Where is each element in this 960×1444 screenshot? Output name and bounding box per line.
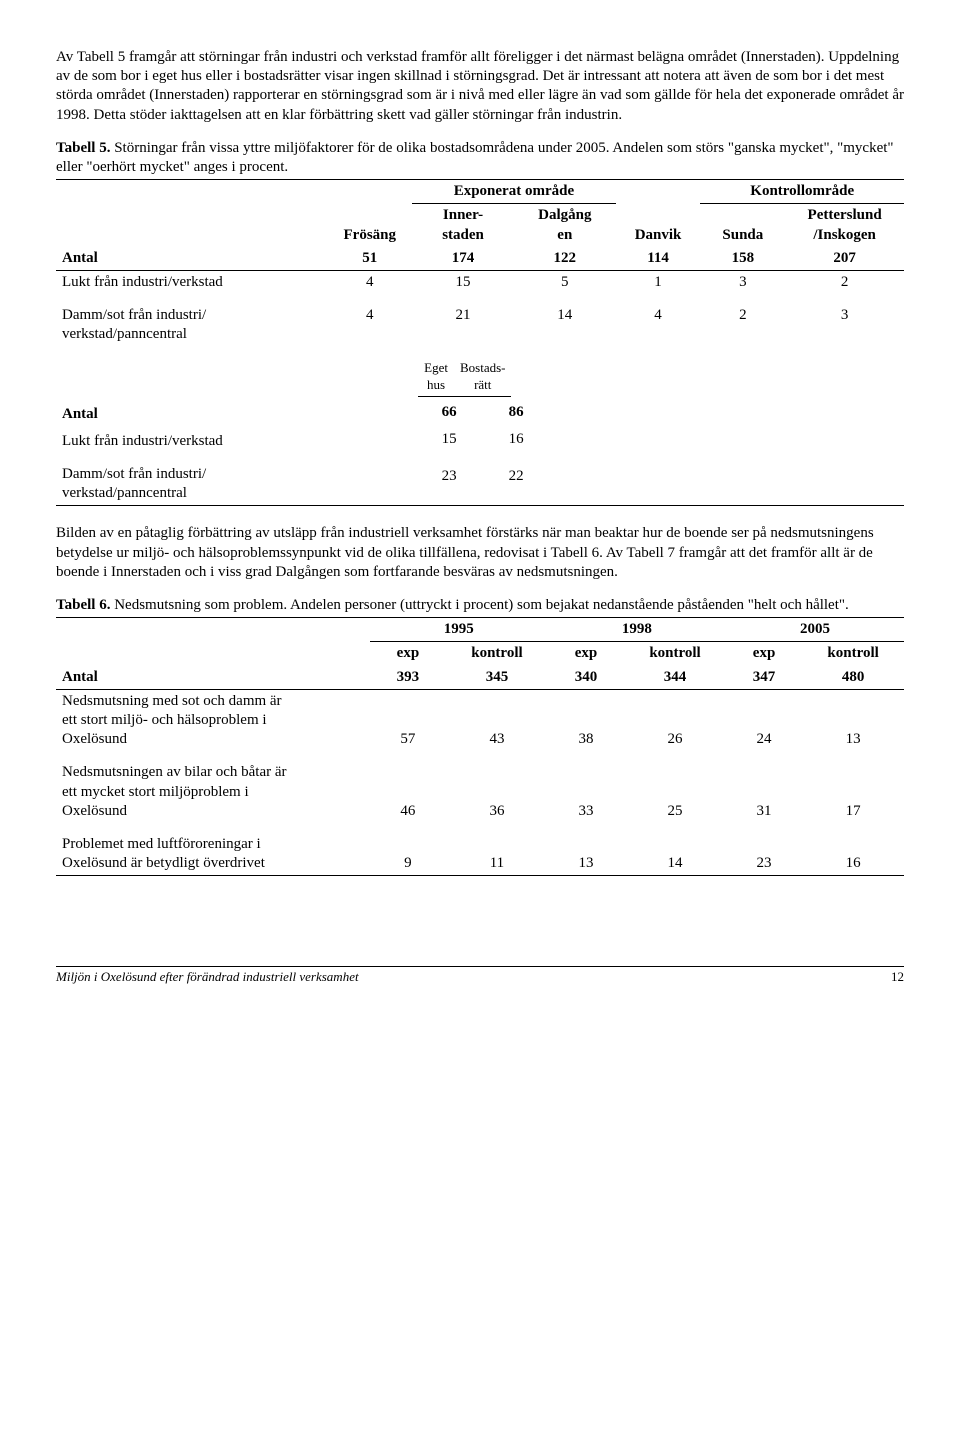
- table-cell: 33: [548, 761, 624, 823]
- row-label-lukt: Lukt från industri/verkstad: [56, 270, 327, 294]
- table-cell: 16: [480, 428, 552, 451]
- table-cell: 23: [726, 833, 802, 876]
- row-label-sot: Nedsmutsning med sot och damm är ett sto…: [56, 689, 370, 751]
- col-exp: exp: [548, 642, 624, 666]
- col-frosang: Frösäng: [327, 204, 412, 247]
- table-cell: 36: [446, 761, 548, 823]
- col-group-exponerat: Exponerat område: [412, 180, 616, 204]
- table5-subtable: Eget hus Bostads- rätt: [418, 358, 511, 396]
- table-cell: 393: [370, 666, 446, 690]
- table-cell: 4: [327, 270, 412, 294]
- col-danvik: Danvik: [616, 204, 701, 247]
- table-cell: 4: [327, 304, 412, 346]
- table-cell: 9: [370, 833, 446, 876]
- table6-caption-bold: Tabell 6.: [56, 597, 110, 613]
- table-cell: 21: [412, 304, 514, 346]
- table-cell: 15: [412, 270, 514, 294]
- page-number: 12: [891, 969, 904, 986]
- col-year-1995: 1995: [370, 618, 548, 642]
- table5: Exponerat område Kontrollområde Frösäng …: [56, 179, 904, 506]
- table6: 1995 1998 2005 exp kontroll exp kontroll…: [56, 617, 904, 876]
- row-label-damm: Damm/sot från industri/ verkstad/panncen…: [56, 304, 327, 346]
- table5-caption-bold: Tabell 5.: [56, 140, 110, 156]
- table-cell: 1: [616, 270, 701, 294]
- col-dalgangen: Dalgång en: [514, 204, 616, 247]
- table-cell: 43: [446, 689, 548, 751]
- table-cell: 158: [700, 247, 785, 271]
- table-cell: 14: [514, 304, 616, 346]
- table6-caption-text: Nedsmutsning som problem. Andelen person…: [110, 597, 848, 613]
- row-label-damm-sub: Damm/sot från industri/ verkstad/panncen…: [56, 463, 327, 506]
- table-cell: 3: [700, 270, 785, 294]
- table-cell: 122: [514, 247, 616, 271]
- col-exp: exp: [726, 642, 802, 666]
- table-cell: 2: [785, 270, 904, 294]
- col-year-2005: 2005: [726, 618, 904, 642]
- col-petterslund: Petterslund /Inskogen: [785, 204, 904, 247]
- col-kontroll: kontroll: [446, 642, 548, 666]
- table-cell: 46: [370, 761, 446, 823]
- table5-caption: Tabell 5. Störningar från vissa yttre mi…: [56, 139, 904, 177]
- table-cell: 345: [446, 666, 548, 690]
- antal-label: Antal: [56, 666, 370, 690]
- table-cell: 3: [785, 304, 904, 346]
- table-cell: 114: [616, 247, 701, 271]
- table-cell: 207: [785, 247, 904, 271]
- table-cell: 5: [514, 270, 616, 294]
- col-bostadsratt: Bostads- rätt: [454, 358, 512, 396]
- col-kontroll: kontroll: [624, 642, 726, 666]
- table-cell: 4: [616, 304, 701, 346]
- col-sunda: Sunda: [700, 204, 785, 247]
- table-cell: 340: [548, 666, 624, 690]
- row-label-overdrivet: Problemet med luftföroreningar i Oxelösu…: [56, 833, 370, 876]
- table-cell: 23: [418, 465, 480, 488]
- table-cell: 66: [418, 401, 480, 424]
- table-cell: 51: [327, 247, 412, 271]
- col-eget-hus: Eget hus: [418, 358, 454, 396]
- col-group-kontroll: Kontrollområde: [700, 180, 904, 204]
- table6-caption: Tabell 6. Nedsmutsning som problem. Ande…: [56, 596, 904, 615]
- mid-paragraph: Bilden av en påtaglig förbättring av uts…: [56, 524, 904, 582]
- col-kontroll: kontroll: [802, 642, 904, 666]
- antal-label: Antal: [56, 247, 327, 271]
- footer-title: Miljön i Oxelösund efter förändrad indus…: [56, 969, 359, 986]
- antal-label: Antal: [56, 399, 327, 426]
- row-label-lukt-sub: Lukt från industri/verkstad: [56, 426, 327, 453]
- table-cell: 344: [624, 666, 726, 690]
- table-cell: 57: [370, 689, 446, 751]
- table-cell: 15: [418, 428, 480, 451]
- table-cell: 13: [548, 833, 624, 876]
- table-cell: 11: [446, 833, 548, 876]
- row-label-bilar: Nedsmutsningen av bilar och båtar är ett…: [56, 761, 370, 823]
- table-cell: 480: [802, 666, 904, 690]
- table-cell: 25: [624, 761, 726, 823]
- table-cell: 26: [624, 689, 726, 751]
- table-cell: 16: [802, 833, 904, 876]
- table-cell: 17: [802, 761, 904, 823]
- subtable-antal: 66 86: [418, 401, 552, 424]
- table-cell: 86: [480, 401, 552, 424]
- table-cell: 38: [548, 689, 624, 751]
- table-cell: 24: [726, 689, 802, 751]
- table-cell: 2: [700, 304, 785, 346]
- col-innerstaden: Inner- staden: [412, 204, 514, 247]
- col-year-1998: 1998: [548, 618, 726, 642]
- table-cell: 22: [480, 465, 552, 488]
- table-cell: 31: [726, 761, 802, 823]
- page-footer: Miljön i Oxelösund efter förändrad indus…: [56, 966, 904, 986]
- intro-paragraph: Av Tabell 5 framgår att störningar från …: [56, 48, 904, 125]
- table-cell: 14: [624, 833, 726, 876]
- table5-caption-text: Störningar från vissa yttre miljöfaktore…: [56, 140, 894, 175]
- col-exp: exp: [370, 642, 446, 666]
- table-cell: 13: [802, 689, 904, 751]
- table-cell: 174: [412, 247, 514, 271]
- table-cell: 347: [726, 666, 802, 690]
